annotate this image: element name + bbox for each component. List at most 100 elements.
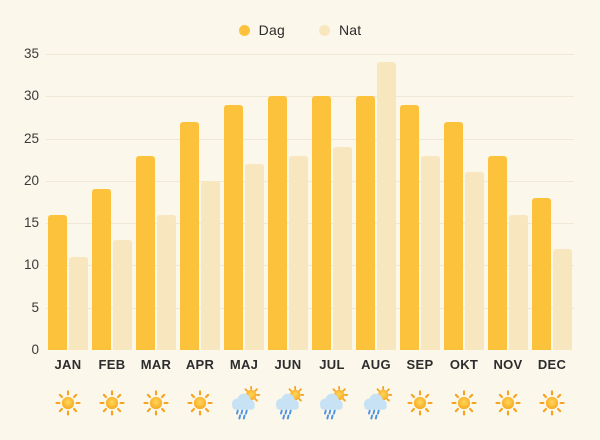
month-label-jun: JUN [274,357,302,372]
weather-icon-cell-nov [486,385,530,421]
month-label-maj: MAJ [229,357,259,372]
bar-dag-jan [48,214,67,350]
legend-dag-label: Dag [258,22,285,38]
weather-icon-cell-apr [178,385,222,421]
weather-icon-cell-feb [90,385,134,421]
weather-icon-cell-jul [310,385,354,421]
sun-icon [451,390,477,416]
y-tick-label-5: 5 [31,299,39,315]
bar-dag-jul [312,96,331,350]
bar-nat-apr [201,180,220,350]
bar-group-jun [266,54,310,350]
bar-group-nov [486,54,530,350]
month-label-apr: APR [185,357,215,372]
bar-nat-nov [509,214,528,350]
y-tick-label-35: 35 [23,46,39,61]
bar-groups [46,54,574,350]
bar-group-jul [310,54,354,350]
bar-group-mar [134,54,178,350]
bar-dag-sep [400,104,419,350]
bar-nat-jun [289,155,308,350]
bar-nat-maj [245,163,264,350]
sun-icon [539,390,565,416]
bar-nat-jan [69,256,88,350]
bar-dag-aug [356,96,375,350]
month-label-nov: NOV [493,357,523,372]
sun-behind-rain-cloud-icon [319,386,349,420]
sun-icon [55,390,81,416]
bar-dag-apr [180,121,199,350]
weather-icon-cell-sep [398,385,442,421]
month-label-sep: SEP [406,357,434,372]
bar-nat-jul [333,147,352,350]
gridline-25 [46,138,574,140]
gridline-20 [46,180,574,182]
y-tick-label-0: 0 [31,342,39,357]
bar-dag-dec [532,197,551,350]
gridline-35 [46,54,574,55]
y-tick-label-30: 30 [23,88,39,104]
gridline-10 [46,265,574,267]
bar-group-feb [90,54,134,350]
bar-group-apr [178,54,222,350]
month-label-okt: OKT [449,357,479,372]
weather-icons-row [46,385,574,421]
y-axis: 0 5 10 15 20 25 30 35 [0,47,39,357]
legend-nat-swatch [318,24,330,36]
month-label-aug: AUG [361,357,391,372]
sun-icon [143,390,169,416]
bar-dag-jun [268,96,287,350]
bar-nat-dec [553,248,572,350]
x-axis-labels: JAN FEB MAR APR MAJ JUN JUL AUG SEP OKT NOV DEC [46,357,574,372]
sun-icon [187,390,213,416]
month-label-jan: JAN [54,357,82,372]
sun-icon [495,390,521,416]
legend-item-dag[interactable]: Dag [238,22,285,38]
bar-group-maj [222,54,266,350]
bar-dag-okt [444,121,463,350]
bar-dag-maj [224,104,243,350]
y-tick-label-25: 25 [23,130,39,146]
sun-behind-rain-cloud-icon [231,386,261,420]
legend-dag-swatch [238,24,250,36]
weather-icon-cell-mar [134,385,178,421]
plot-area [46,54,574,350]
weather-icon-cell-aug [354,385,398,421]
bar-dag-feb [92,189,111,350]
gridline-30 [46,96,574,98]
bar-group-aug [354,54,398,350]
y-tick-label-15: 15 [23,215,39,231]
month-label-feb: FEB [98,357,126,372]
weather-icon-cell-dec [530,385,574,421]
month-label-dec: DEC [537,357,567,372]
bar-dag-mar [136,155,155,350]
weather-icon-cell-jan [46,385,90,421]
bar-nat-sep [421,155,440,350]
bar-nat-aug [377,62,396,350]
chart-legend: Dag Nat [0,22,600,38]
weather-icon-cell-maj [222,385,266,421]
bar-nat-mar [157,214,176,350]
bar-group-dec [530,54,574,350]
month-label-jul: JUL [319,357,345,372]
sun-behind-rain-cloud-icon [363,386,393,420]
weather-icon-cell-jun [266,385,310,421]
bar-nat-feb [113,240,132,350]
bar-group-okt [442,54,486,350]
gridline-15 [46,223,574,225]
sun-icon [407,390,433,416]
bar-dag-nov [488,155,507,350]
weather-icon-cell-okt [442,385,486,421]
bar-group-sep [398,54,442,350]
y-tick-label-10: 10 [23,257,39,273]
legend-item-nat[interactable]: Nat [318,22,362,38]
bar-group-jan [46,54,90,350]
gridline-5 [46,307,574,309]
sun-behind-rain-cloud-icon [275,386,305,420]
month-label-mar: MAR [140,357,172,372]
sun-icon [99,390,125,416]
y-tick-label-20: 20 [23,172,39,188]
legend-nat-label: Nat [338,22,362,38]
bar-nat-okt [465,172,484,350]
